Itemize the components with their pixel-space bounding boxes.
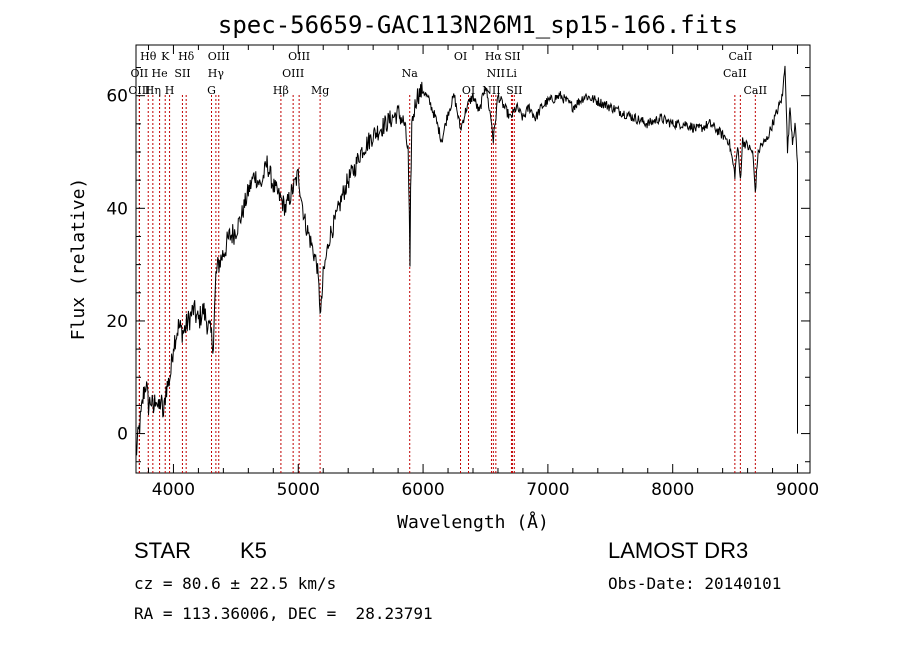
x-tick-label: 5000 [277, 480, 320, 500]
spectral-line-label: He [152, 67, 168, 80]
spectral-line-label: SII [504, 50, 520, 63]
spectrum-line [135, 65, 798, 456]
spectral-line-label: NII [487, 67, 505, 80]
object-class: STAR [134, 538, 192, 563]
y-tick-label: 20 [106, 312, 128, 332]
spectral-line-label: OI [454, 50, 467, 63]
spectral-line-label: OI [462, 84, 475, 97]
spectral-line-label: OIII [282, 67, 304, 80]
spectral-line-label: H [165, 84, 175, 97]
spectral-line-label: CaII [743, 84, 767, 97]
plot-frame [135, 44, 811, 474]
spectral-line-label: Hη [145, 84, 161, 97]
spectral-line-labels: Hθ OII OIII K He Hη SII H Hδ OIII Hγ G Hβ OIII OIII Mg N… [128, 50, 767, 97]
x-tick-label: 7000 [526, 480, 569, 500]
spectral-line-label: K [161, 50, 170, 63]
coordinates: RA = 113.36006, DEC = 28.23791 [134, 604, 433, 623]
spectral-line-label: Hα [485, 50, 503, 63]
spectral-line-label: G [207, 84, 216, 97]
x-tick-label: 8000 [651, 480, 694, 500]
y-axis-label: Flux (relative) [68, 178, 89, 341]
chart-title: spec-56659-GAC113N26M1_sp15-166.fits [218, 11, 738, 39]
x-tick-label: 6000 [401, 480, 444, 500]
spectral-line-label: OIII [288, 50, 310, 63]
spectral-line-label: Hδ [178, 50, 195, 63]
spectral-line-label: Hβ [273, 84, 289, 97]
spectral-line-label: SII [506, 84, 522, 97]
survey-name: LAMOST DR3 [608, 538, 749, 563]
spectral-line-label: OIII [208, 50, 230, 63]
x-tick-label: 9000 [776, 480, 819, 500]
redshift-cz: cz = 80.6 ± 22.5 km/s [134, 574, 337, 593]
spectral-line-label: Hθ [140, 50, 157, 63]
spectral-line-label: OIII [128, 84, 150, 97]
spectral-line-label: Li [506, 67, 517, 80]
spectral-line-label: Na [402, 67, 419, 80]
x-axis-label: Wavelength (Å) [397, 511, 549, 533]
spectral-line-label: Hγ [208, 67, 225, 80]
spectral-line-label: CaII [729, 50, 753, 63]
spectral-line-label: OII [131, 67, 149, 80]
y-tick-label: 60 [106, 87, 128, 107]
y-tick-label: 0 [117, 425, 128, 445]
spectral-line-label: Mg [311, 84, 329, 97]
y-tick-label: 40 [106, 199, 128, 219]
observation-date: Obs-Date: 20140101 [608, 574, 782, 593]
spectral-line-label: SII [174, 67, 190, 80]
axis-ticks: 4000 5000 6000 7000 8000 9000 0 20 40 60 [106, 45, 819, 500]
object-subclass: K5 [240, 538, 267, 563]
spectral-line-markers [138, 95, 756, 473]
x-tick-label: 4000 [152, 480, 195, 500]
spectral-line-label: CaII [723, 67, 747, 80]
